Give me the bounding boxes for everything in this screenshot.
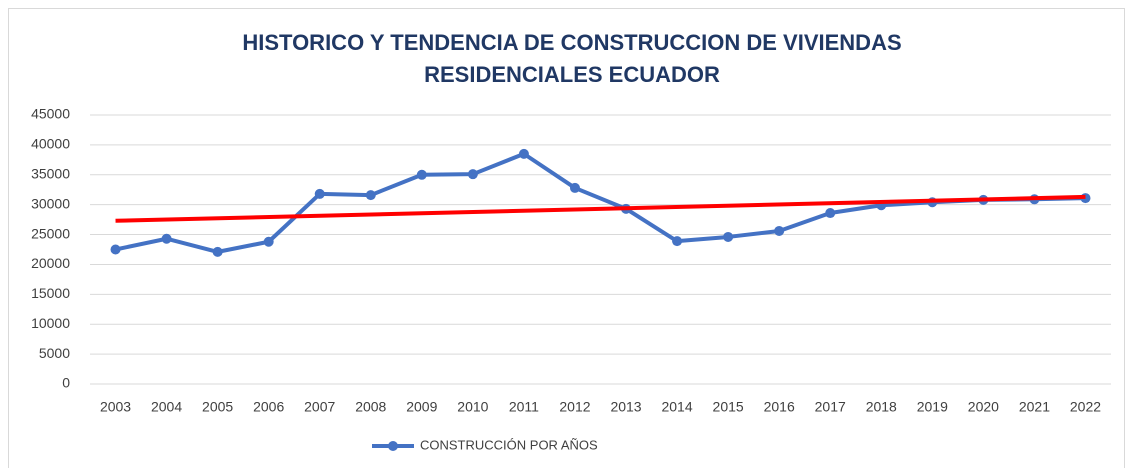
- legend-marker: [388, 441, 398, 451]
- point: [314, 188, 325, 199]
- point: [263, 236, 274, 247]
- x-tick-label: 2005: [202, 399, 233, 415]
- x-tick-label: 2008: [355, 399, 386, 415]
- x-tick-label: 2003: [100, 399, 131, 415]
- x-tick-label: 2018: [866, 399, 897, 415]
- y-tick-label: 15000: [31, 285, 70, 301]
- y-tick-label: 45000: [31, 106, 70, 122]
- y-tick-label: 20000: [31, 255, 70, 271]
- chart-title: HISTORICO Y TENDENCIA DE CONSTRUCCION DE…: [242, 30, 901, 55]
- legend-label: CONSTRUCCIÓN POR AÑOS: [420, 437, 598, 452]
- x-tick-label: 2013: [610, 399, 641, 415]
- chart-frame: [8, 8, 1125, 468]
- x-tick-label: 2012: [559, 399, 590, 415]
- x-tick-label: 2014: [661, 399, 692, 415]
- point: [212, 246, 223, 257]
- x-tick-label: 2007: [304, 399, 335, 415]
- trend-line: [115, 194, 1086, 223]
- x-tick-label: 2019: [917, 399, 948, 415]
- point: [672, 236, 683, 247]
- y-tick-label: 25000: [31, 225, 70, 241]
- x-tick-label: 2021: [1019, 399, 1050, 415]
- point: [161, 233, 172, 244]
- point: [723, 231, 734, 242]
- point: [774, 225, 785, 236]
- point: [825, 208, 836, 219]
- x-tick-label: 2016: [764, 399, 795, 415]
- y-tick-label: 10000: [31, 315, 70, 331]
- point: [518, 148, 529, 159]
- x-tick-label: 2010: [457, 399, 488, 415]
- y-tick-label: 40000: [31, 136, 70, 152]
- y-tick-label: 0: [62, 375, 70, 391]
- y-tick-label: 35000: [31, 165, 70, 181]
- y-tick-label: 30000: [31, 195, 70, 211]
- x-tick-label: 2009: [406, 399, 437, 415]
- x-tick-label: 2006: [253, 399, 284, 415]
- x-tick-label: 2015: [713, 399, 744, 415]
- y-tick-label: 5000: [39, 345, 70, 361]
- x-tick-label: 2017: [815, 399, 846, 415]
- chart-title: RESIDENCIALES ECUADOR: [424, 62, 720, 87]
- point: [416, 169, 427, 180]
- point: [110, 244, 121, 255]
- x-tick-label: 2020: [968, 399, 999, 415]
- x-tick-label: 2022: [1070, 399, 1101, 415]
- point: [365, 190, 376, 201]
- x-tick-label: 2011: [509, 399, 539, 415]
- x-tick-label: 2004: [151, 399, 182, 415]
- point: [569, 182, 580, 193]
- point: [467, 169, 478, 180]
